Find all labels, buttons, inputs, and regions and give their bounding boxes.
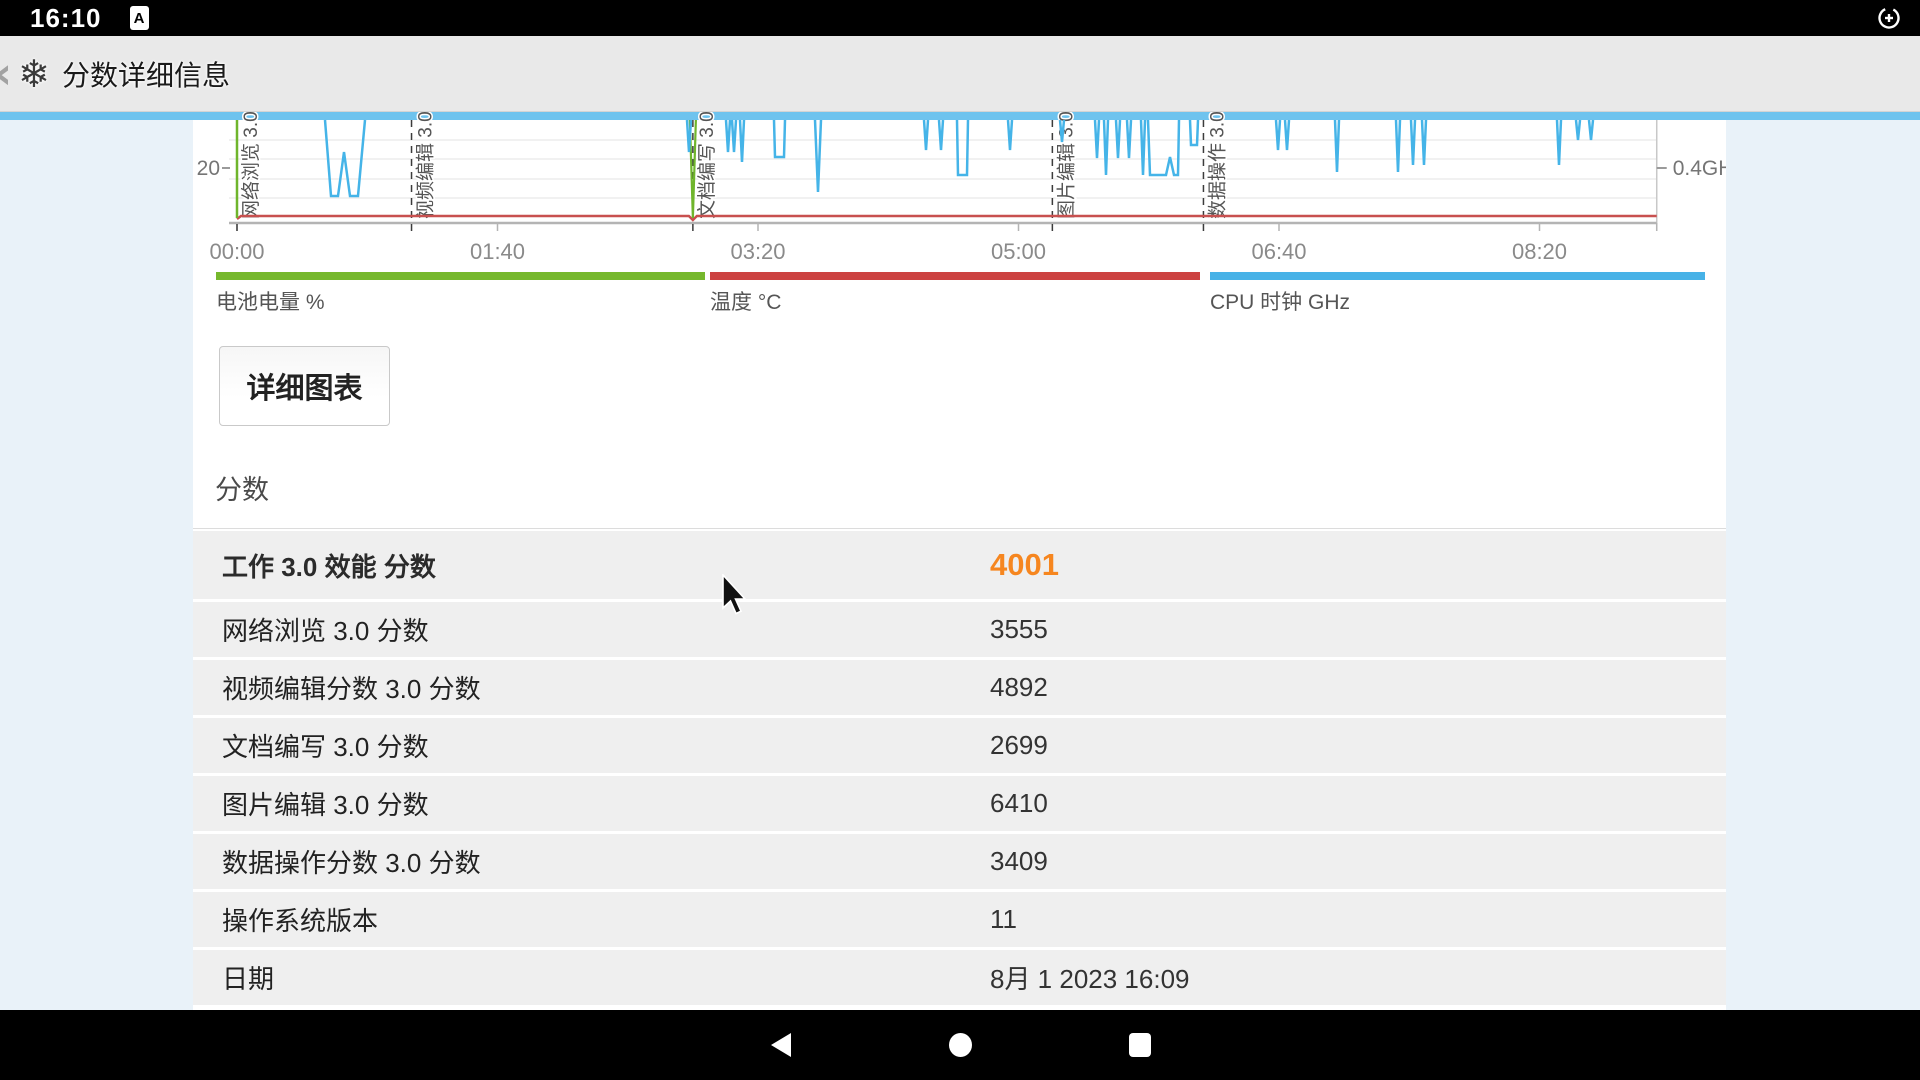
score-row-value: 8月 1 2023 16:09 [990, 964, 1190, 994]
score-row: 工作 3.0 效能 分数 4001 [193, 531, 1726, 599]
score-row-value: 4001 [990, 547, 1059, 582]
score-row-value: 2699 [990, 730, 1048, 760]
screen-record-icon [1878, 7, 1900, 29]
status-clock: 16:10 [30, 2, 102, 33]
score-row-label: 图片编辑 3.0 分数 [222, 790, 429, 820]
nav-home-button[interactable] [920, 1010, 1000, 1080]
y-right-tick-label: 0.4GHz [1673, 157, 1726, 180]
cpu-clock-dip [922, 119, 930, 151]
score-row-label: 日期 [222, 964, 275, 994]
score-row-label: 工作 3.0 效能 分数 [222, 551, 436, 582]
score-row-label: 数据操作分数 3.0 分数 [222, 848, 481, 878]
legend-label: 温度 °C [710, 291, 782, 314]
score-row: 网络浏览 3.0 分数 3555 [193, 602, 1726, 657]
legend-color-bar [1210, 272, 1705, 280]
cpu-clock-dip [730, 119, 738, 153]
score-row-label: 视频编辑分数 3.0 分数 [222, 674, 481, 704]
cpu-clock-dip [1102, 119, 1110, 176]
cpu-clock-dip [1283, 119, 1291, 151]
x-tick-label: 00:00 [209, 239, 264, 264]
cpu-clock-dip [1006, 119, 1014, 151]
score-row-label: 网络浏览 3.0 分数 [222, 616, 429, 646]
temperature-line [236, 214, 1657, 222]
nav-recents-button[interactable] [1099, 1010, 1179, 1080]
score-row: 视频编辑分数 3.0 分数 4892 [193, 660, 1726, 715]
cpu-clock-dip [738, 119, 746, 163]
cpu-clock-dip [1146, 119, 1181, 177]
snowflake-app-icon: ❄ [18, 51, 50, 96]
legend-item: 温度 °C [710, 272, 1200, 316]
score-row: 图片编辑 3.0 分数 6410 [193, 776, 1726, 831]
x-tick-label: 01:40 [470, 239, 525, 264]
cpu-clock-dip [1114, 119, 1122, 159]
scores-section-title: 分数 [215, 475, 269, 505]
score-row-label: 操作系统版本 [222, 906, 379, 936]
detail-chart-button[interactable]: 详细图表 [219, 346, 390, 426]
nav-back-button[interactable] [739, 1010, 819, 1080]
score-row-value: 6410 [990, 788, 1048, 818]
cpu-clock-dip [724, 119, 732, 153]
cpu-clock-dip [323, 119, 367, 198]
phase-marker-label: 图片编辑 3.0 [1055, 112, 1077, 219]
score-row-value: 3555 [990, 614, 1048, 644]
score-table: 工作 3.0 效能 分数 4001 网络浏览 3.0 分数 3555 视频编辑分数 3.… [193, 528, 1726, 1008]
legend-label: CPU 时钟 GHz [1210, 291, 1351, 314]
score-row: 操作系统版本 11 [193, 892, 1726, 947]
cpu-clock-dip [1058, 119, 1066, 143]
score-row-label: 文档编写 3.0 分数 [222, 732, 429, 762]
legend-item: CPU 时钟 GHz [1210, 272, 1705, 316]
x-tick-label: 06:40 [1251, 239, 1306, 264]
cpu-clock-dip [772, 119, 787, 159]
cpu-clock-dip [1420, 119, 1428, 166]
navigation-bar [0, 1010, 1920, 1080]
score-row: 数据操作分数 3.0 分数 3409 [193, 834, 1726, 889]
cpu-clock-dip [813, 119, 823, 193]
app-bar: ‹ ❄ 分数详细信息 [0, 36, 1920, 112]
cpu-clock-dip [1093, 119, 1101, 159]
legend-color-bar [216, 272, 705, 280]
cpu-clock-dip [685, 119, 693, 153]
cpu-clock-dip [1333, 119, 1341, 173]
recents-square-icon [1129, 1033, 1151, 1057]
cpu-clock-dip [937, 119, 945, 151]
phase-marker-label: 数据操作 3.0 [1206, 112, 1228, 219]
cpu-clock-dip [1125, 119, 1133, 159]
phase-marker-label: 网络浏览 3.0 [240, 112, 262, 219]
cpu-clock-dip [1274, 119, 1282, 151]
status-bar: 16:10 A [0, 0, 1920, 36]
legend-color-bar [710, 272, 1200, 280]
cpu-clock-dip [1394, 119, 1402, 173]
page-title: 分数详细信息 [61, 59, 230, 91]
legend-label: 电池电量 % [216, 291, 325, 314]
x-tick-label: 08:20 [1512, 239, 1567, 264]
performance-chart: 20 0.4GHz 00:00 01:40 03:20 05:00 06:40 08:20 网络… [197, 112, 1726, 264]
chart-top-band [0, 112, 1920, 120]
score-row-value: 4892 [990, 672, 1048, 702]
score-row: 日期 8月 1 2023 16:09 [193, 950, 1726, 1005]
score-row-value: 3409 [990, 846, 1048, 876]
cpu-clock-dip [1188, 119, 1200, 147]
home-circle-icon [949, 1033, 972, 1057]
phase-marker-label: 文档编写 3.0 [696, 112, 718, 219]
ime-keyboard-icon: A [129, 6, 149, 30]
cpu-clock-dip [955, 119, 970, 177]
y-left-tick-label: 20 [197, 157, 220, 180]
back-chevron-icon[interactable]: ‹ [0, 51, 12, 96]
cpu-clock-dip [1139, 119, 1147, 176]
phase-marker-label: 视频编辑 3.0 [415, 112, 437, 219]
cpu-clock-dip [1555, 119, 1563, 166]
score-row-value: 11 [990, 904, 1017, 934]
x-tick-label: 05:00 [991, 239, 1046, 264]
cpu-clock-dip [1574, 119, 1582, 141]
back-triangle-icon [771, 1033, 791, 1057]
cpu-clock-dip [1587, 119, 1595, 141]
x-tick-label: 03:20 [730, 239, 785, 264]
cpu-clock-dip [1409, 119, 1417, 166]
legend-item: 电池电量 % [216, 272, 705, 316]
battery-drop-marker [688, 119, 697, 219]
score-row: 文档编写 3.0 分数 2699 [193, 718, 1726, 773]
